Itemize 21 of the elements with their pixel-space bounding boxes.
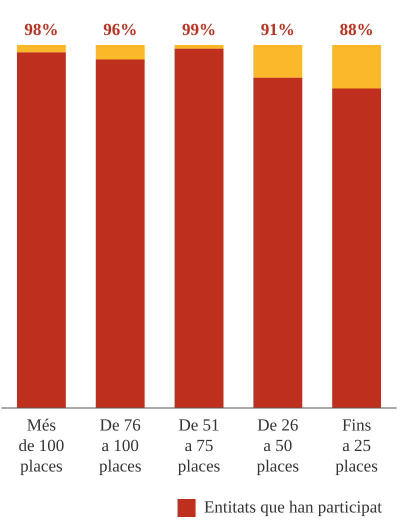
x-tick-label: De 26 a 50 places <box>256 415 300 476</box>
x-tick-label: Fins a 25 places <box>335 415 378 476</box>
bar <box>174 48 224 408</box>
data-label: 91% <box>260 20 295 39</box>
data-label: 88% <box>340 20 374 39</box>
data-label: 96% <box>103 20 138 39</box>
bar <box>96 60 145 408</box>
x-tick-label: Més de 100 places <box>18 415 64 476</box>
bar <box>174 45 224 49</box>
x-tick-label: De 76 a 100 places <box>98 415 142 476</box>
x-tick-label: De 51 a 75 places <box>178 415 220 476</box>
bar <box>16 45 66 52</box>
bar <box>253 45 302 78</box>
bar <box>96 45 145 60</box>
bar <box>332 45 382 89</box>
bar <box>253 78 302 408</box>
bar <box>16 52 66 408</box>
legend-label: Entitats que han participat <box>204 497 382 516</box>
data-label: 99% <box>182 20 216 39</box>
data-label: 98% <box>24 20 58 39</box>
bar <box>332 88 382 408</box>
